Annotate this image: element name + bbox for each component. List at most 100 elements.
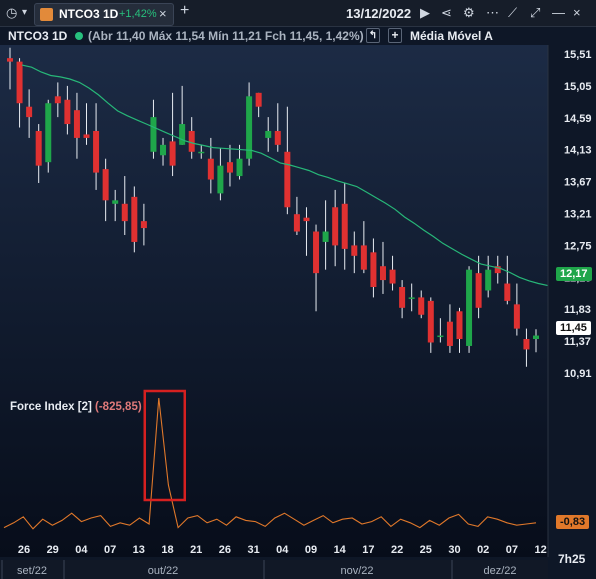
candle-body — [236, 158, 243, 177]
close-price-label: 11,45 — [556, 321, 591, 335]
candle-body — [83, 134, 90, 138]
candle-body — [169, 141, 176, 166]
month-label: nov/22 — [340, 565, 373, 577]
spike-highlight-box — [143, 389, 187, 502]
candle-body — [102, 169, 109, 201]
force-index-label: Force Index [2] — [10, 401, 92, 413]
candle-body — [45, 103, 52, 163]
candle-body — [341, 203, 348, 249]
candle-body — [293, 214, 300, 232]
x-tick-label: 31 — [247, 544, 259, 556]
time-label: 7h25 — [558, 552, 586, 566]
candle-body — [446, 321, 453, 346]
status-dot — [75, 32, 83, 40]
x-tick-label: 17 — [362, 544, 374, 556]
candle-body — [207, 158, 214, 180]
candle-body — [533, 335, 539, 340]
y-tick-label: 11,83 — [564, 304, 591, 316]
candle-body — [16, 61, 23, 104]
candle-body — [7, 58, 13, 62]
chart-type-icon[interactable]: ⟋ — [508, 5, 518, 20]
force-index-current-label: -0,83 — [556, 515, 590, 529]
candle-body — [389, 269, 396, 284]
x-tick-label: 18 — [161, 544, 173, 556]
candle-body — [35, 130, 42, 166]
month-bar — [0, 560, 548, 579]
x-tick-label: 09 — [305, 544, 317, 556]
candle-body — [284, 151, 291, 208]
moving-average-line — [21, 64, 549, 287]
maximize-icon[interactable]: ⤢ — [530, 5, 541, 20]
candle-body — [150, 117, 157, 152]
close-window-icon[interactable]: × — [573, 5, 581, 20]
candle-body — [332, 207, 339, 246]
candle-body — [255, 92, 262, 107]
candle-body — [303, 217, 310, 222]
min-value: 11,21 — [232, 29, 262, 43]
y-tick-label: 15,05 — [564, 81, 592, 93]
candle-body — [226, 162, 233, 173]
x-tick-label: 30 — [448, 544, 460, 556]
y-tick-label: 14,13 — [564, 145, 592, 157]
more-icon[interactable]: ⋯ — [486, 5, 499, 20]
settings-icon[interactable]: ⚙ — [463, 5, 475, 20]
symbol-logo-icon — [40, 8, 53, 21]
fch-value: 11,45 — [289, 29, 319, 43]
date-label: 13/12/2022 — [346, 6, 412, 21]
candle-body — [379, 266, 386, 281]
x-tick-label: 07 — [506, 544, 518, 556]
fch-label: Fch — [264, 29, 287, 43]
symbol-tab[interactable]: NTCO3 1D +1,42% × — [34, 3, 174, 26]
x-tick-label: 14 — [334, 544, 347, 556]
candle-body — [246, 96, 253, 159]
x-tick-label: 13 — [133, 544, 145, 556]
x-tick-label: 21 — [190, 544, 202, 556]
undo-icon[interactable]: ↰ — [366, 28, 380, 43]
candle-body — [456, 311, 463, 340]
y-tick-label: 13,21 — [564, 209, 592, 221]
candle-body — [73, 110, 80, 138]
chevron-down-icon[interactable]: ▾ — [22, 7, 28, 18]
x-tick-label: 12 — [534, 544, 546, 556]
toolbar: ◷ ▾ NTCO3 1D +1,42% × + 13/12/2022 ▶ ⋖ ⚙… — [0, 0, 596, 27]
share-icon[interactable]: ⋖ — [441, 5, 452, 20]
candle-body — [131, 196, 138, 242]
clock-icon[interactable]: ◷ — [6, 5, 18, 20]
plot-background — [0, 45, 548, 557]
candle-body — [399, 287, 406, 308]
month-label: dez/22 — [483, 565, 516, 577]
price-legend: NTCO3 1D (Abr 11,40 Máx 11,54 Mín 11,21 … — [8, 28, 493, 43]
abr-label: Abr — [92, 29, 113, 43]
candle-body — [485, 269, 492, 291]
candle-body — [64, 99, 71, 125]
candle-body — [351, 245, 358, 256]
add-indicator-icon[interactable]: + — [388, 28, 402, 43]
add-tab-icon[interactable]: + — [180, 2, 190, 19]
y-tick-label: 15,51 — [564, 49, 592, 61]
candle-body — [513, 304, 520, 329]
candle-body — [313, 231, 320, 274]
x-tick-label: 22 — [391, 544, 403, 556]
candle-body — [494, 266, 501, 274]
y-tick-label: 12,75 — [564, 240, 592, 252]
x-tick-label: 26 — [18, 544, 30, 556]
ma-price-label: 12,17 — [556, 267, 592, 281]
abr-value: 11,40 — [116, 29, 146, 43]
max-label: Máx — [148, 29, 173, 43]
minimize-icon[interactable]: — — [552, 5, 565, 20]
play-icon[interactable]: ▶ — [420, 5, 430, 20]
candle-body — [112, 200, 119, 204]
candle-body — [140, 221, 147, 229]
candle-body — [523, 339, 530, 350]
close-icon[interactable]: × — [159, 6, 167, 21]
candle-body — [475, 273, 482, 308]
x-tick-label: 02 — [477, 544, 489, 556]
x-tick-label: 26 — [219, 544, 231, 556]
candle-body — [188, 130, 195, 152]
x-tick-label: 25 — [420, 544, 432, 556]
candle-body — [322, 231, 329, 242]
candle-body — [121, 203, 128, 222]
candle-body — [179, 124, 186, 145]
candle-body — [54, 96, 61, 104]
